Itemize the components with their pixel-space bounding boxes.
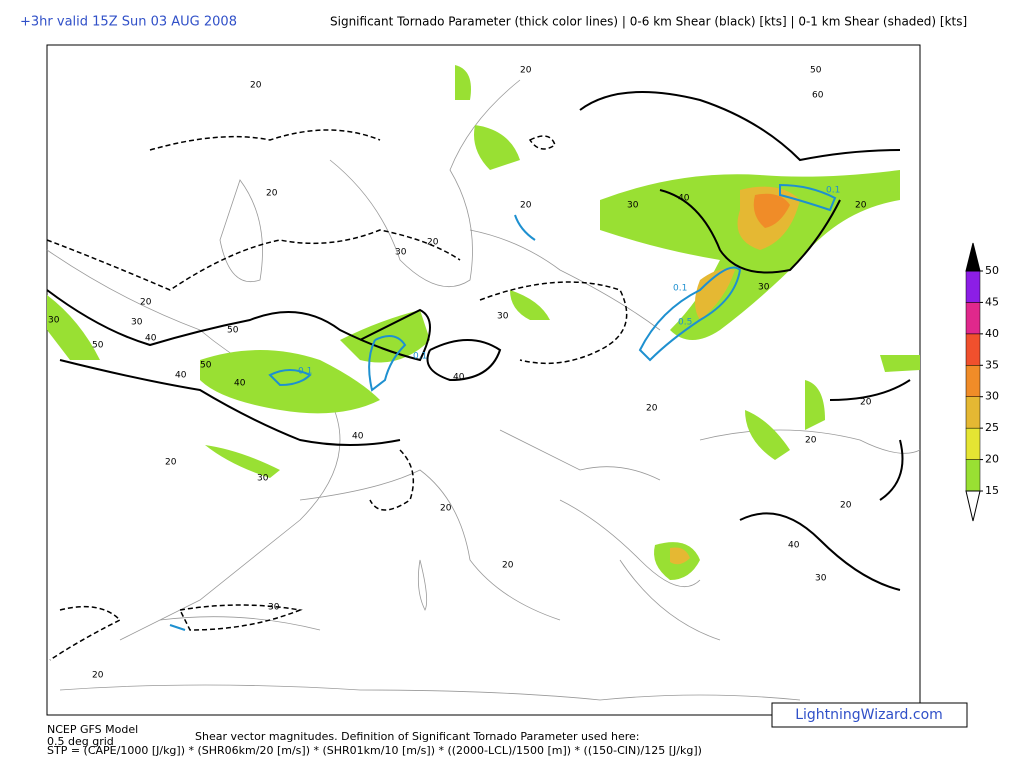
contour-labels: 20 50 60 20 20 20 20 30 50 30 40 40 50 4… [48,66,872,681]
logo-box [771,702,968,728]
contour-label: 20 [520,201,532,211]
stp-formula: STP = (CAPE/1000 [J/kg]) * (SHR06km/20 [… [47,744,702,757]
colorbar: 15 20 25 30 35 40 45 50 [965,242,999,522]
contour-label: 30 [48,316,60,326]
colorbar-swatch [965,333,981,366]
contour-label: 20 [502,561,514,571]
contour-label: 30 [815,574,827,584]
colorbar-under [965,490,981,522]
contour-label: 40 [678,194,690,204]
colorbar-swatch [965,427,981,460]
contour-label: 20 [92,671,104,681]
contour-label: 20 [266,189,278,199]
contour-label: 20 [646,404,658,414]
contour-label: 20 [520,66,532,76]
shear-contours [46,91,911,661]
stp-label: 0.1 [413,352,427,362]
contour-label: 30 [627,201,639,211]
contour-label: 30 [131,318,143,328]
stp-contours [169,183,837,631]
shear-shading [47,65,920,580]
logo[interactable]: LightningWizard.com [795,707,943,723]
stp-label: 0.1 [298,367,312,377]
contour-label: 30 [268,603,280,613]
contour-label: 40 [788,541,800,551]
colorbar-swatch [965,302,981,335]
contour-label: 20 [250,81,262,91]
contour-label: 30 [395,248,407,258]
colorbar-label: 25 [985,421,999,434]
stp-label: 0.1 [673,284,687,294]
colorbar-swatch [965,459,981,492]
colorbar-swatch [965,270,981,303]
contour-label: 20 [805,436,817,446]
colorbar-label: 30 [985,390,999,403]
contour-label: 50 [810,66,822,76]
contour-label: 50 [200,361,212,371]
contour-label: 20 [427,238,439,248]
stp-label: 0.1 [826,186,840,196]
contour-label: 20 [140,298,152,308]
model-name: NCEP GFS Model [47,723,138,736]
contour-label: 50 [227,326,239,336]
colorbar-label: 50 [985,264,999,277]
contour-label: 20 [860,398,872,408]
colorbar-swatch [965,365,981,397]
footer-note: Shear vector magnitudes. Definition of S… [195,730,640,743]
contour-label: 40 [145,334,157,344]
colorbar-label: 45 [985,295,999,308]
contour-label: 40 [234,379,246,389]
valid-time: +3hr valid 15Z Sun 03 AUG 2008 [20,15,237,30]
contour-label: 30 [758,283,770,293]
contour-label: 50 [92,341,104,351]
colorbar-label: 15 [985,484,999,497]
contour-label: 30 [497,312,509,322]
contour-label: 20 [855,201,867,211]
stp-label: 0.5 [678,318,692,328]
grid-res: 0.5 deg grid [47,735,114,748]
colorbar-label: 40 [985,327,999,340]
contour-label: 30 [257,474,269,484]
map-title: Significant Tornado Parameter (thick col… [330,15,967,29]
contour-label: 20 [840,501,852,511]
contour-label: 40 [175,371,187,381]
colorbar-swatch [965,396,981,429]
contour-label: 60 [812,91,824,101]
colorbar-over [965,242,981,272]
contour-label: 40 [453,373,465,383]
contour-label: 40 [352,432,364,442]
contour-label: 20 [440,504,452,514]
colorbar-label: 35 [985,358,999,371]
colorbar-label: 20 [985,453,999,466]
contour-label: 20 [165,458,177,468]
